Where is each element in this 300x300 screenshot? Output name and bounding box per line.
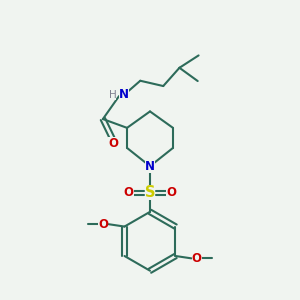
Text: O: O xyxy=(192,252,202,265)
Text: O: O xyxy=(108,137,118,150)
Text: H: H xyxy=(109,90,116,100)
Text: O: O xyxy=(98,218,108,231)
Text: N: N xyxy=(145,160,155,173)
Text: S: S xyxy=(145,185,155,200)
Text: N: N xyxy=(118,88,128,101)
Text: O: O xyxy=(166,186,176,199)
Text: O: O xyxy=(124,186,134,199)
